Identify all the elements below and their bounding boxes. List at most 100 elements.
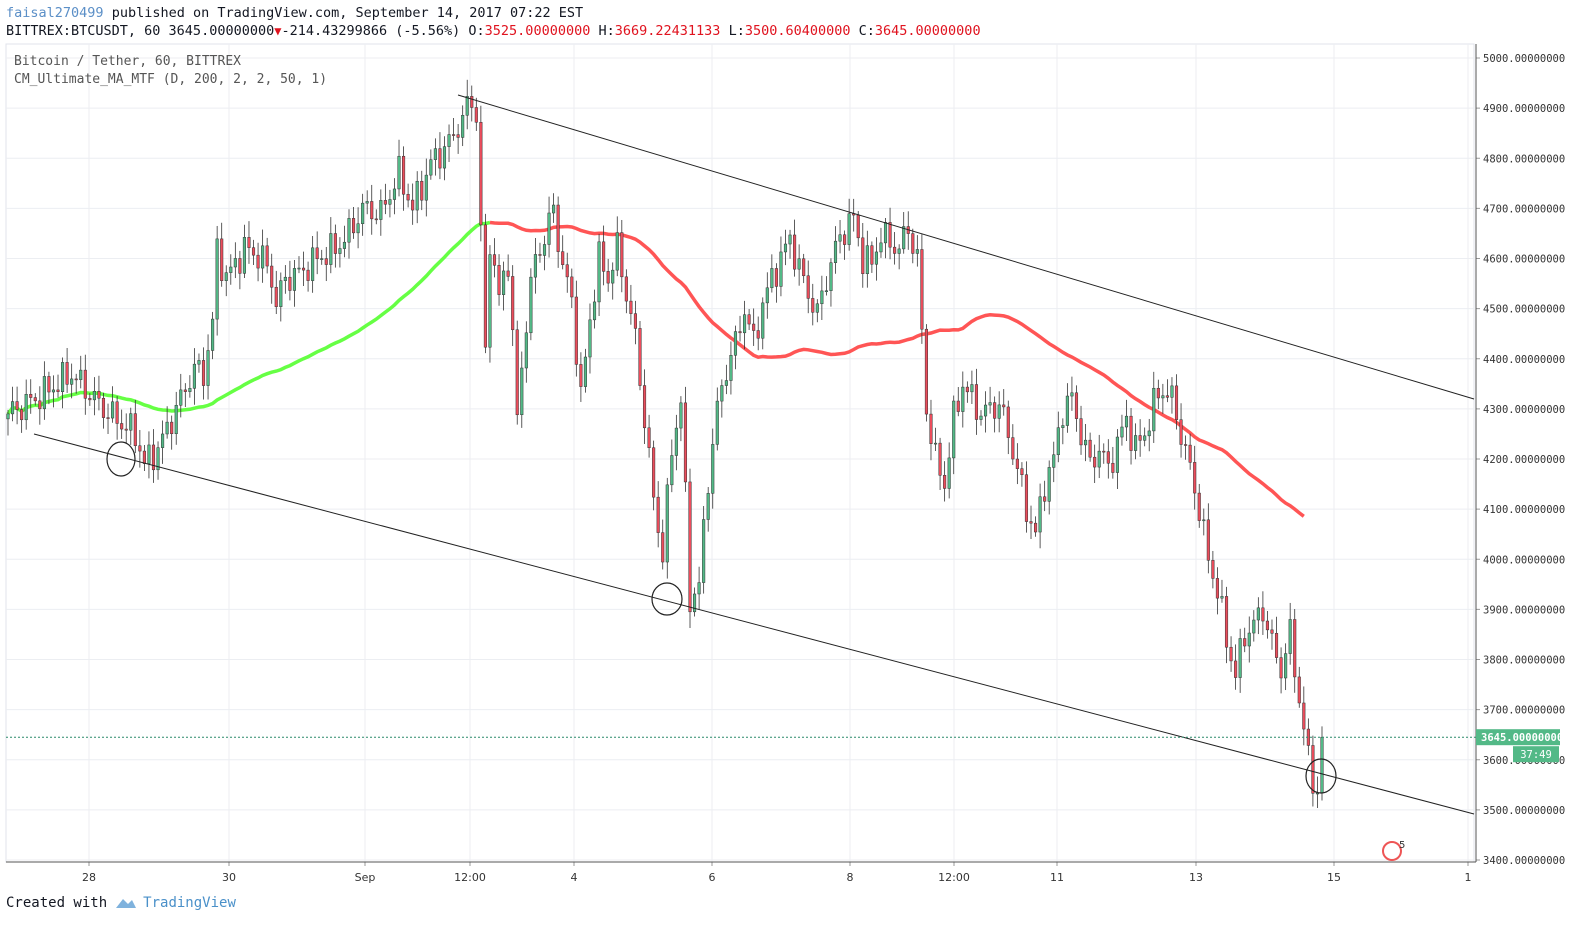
candle-body: [274, 286, 278, 307]
candle-body: [229, 266, 233, 273]
author-link[interactable]: faisal270499: [6, 5, 104, 21]
ma-line-falling: [489, 220, 1305, 518]
candle-body: [129, 413, 133, 431]
candle-body: [1120, 426, 1124, 438]
candle-body: [997, 404, 1001, 419]
legend-indicator[interactable]: CM_Ultimate_MA_MTF (D, 200, 2, 2, 50, 1): [14, 72, 328, 87]
candle-body: [429, 159, 433, 176]
candle-body: [793, 234, 797, 270]
tradingview-brand[interactable]: TradingView: [115, 893, 236, 913]
candle-body: [688, 481, 692, 613]
candle-body: [652, 447, 656, 498]
candle-body: [124, 428, 128, 431]
chart-legend: Bitcoin / Tether, 60, BITTREX CM_Ultimat…: [14, 53, 327, 89]
candle-body: [1288, 619, 1292, 654]
candle-body: [920, 249, 924, 330]
flag-circle: [1382, 841, 1402, 861]
candle-body: [97, 390, 101, 399]
time-tick-label: 1: [1465, 871, 1472, 884]
candle-body: [533, 254, 537, 278]
candle-body: [1161, 395, 1165, 399]
candle-body: [1179, 419, 1183, 445]
candle-body: [1174, 385, 1179, 420]
candle-body: [938, 442, 942, 476]
candle-body: [383, 200, 387, 205]
candle-body: [24, 394, 28, 421]
candle-body: [642, 385, 647, 429]
candle-body: [838, 234, 842, 242]
candle-body: [433, 148, 437, 160]
candle-body: [1202, 519, 1206, 522]
price-tick-label: 3700.00000000: [1483, 705, 1565, 717]
candle-body: [470, 96, 474, 108]
legend-symbol[interactable]: Bitcoin / Tether, 60, BITTREX: [14, 54, 241, 69]
candle-body: [670, 455, 674, 486]
candle-body: [1106, 451, 1110, 464]
candle-body: [311, 247, 315, 281]
candle-body: [265, 245, 269, 267]
candle-body: [374, 218, 378, 221]
candle-body: [724, 380, 728, 386]
candle-body: [1029, 521, 1033, 524]
time-tick-label: 12:00: [454, 871, 486, 884]
open-label: O:: [468, 23, 485, 39]
candle-body: [815, 303, 819, 313]
candle-body: [520, 367, 524, 416]
candle-body: [356, 223, 360, 234]
candle-body: [483, 224, 487, 348]
candle-body: [420, 180, 424, 201]
candle-body: [1056, 427, 1060, 456]
candle-body: [342, 241, 347, 249]
touch-circle: [1305, 758, 1337, 794]
candle-body: [1124, 415, 1129, 428]
candle-body: [870, 245, 874, 265]
candle-body: [488, 254, 492, 348]
candle-body: [606, 271, 610, 284]
candle-body: [406, 193, 410, 201]
candle-body: [56, 389, 60, 392]
candle-body: [738, 331, 742, 334]
candle-body: [424, 174, 428, 201]
candle-body: [665, 484, 669, 563]
candle-body: [83, 369, 87, 399]
close-label: C:: [858, 23, 875, 39]
candle-body: [47, 376, 51, 393]
candle-body: [556, 204, 560, 252]
candle-body: [1193, 462, 1197, 494]
candle-body: [156, 447, 160, 471]
candle-body: [679, 402, 683, 429]
candle-body: [329, 233, 333, 265]
plot-area: [5, 43, 1475, 863]
candle-body: [611, 269, 615, 284]
candle-body: [715, 400, 719, 445]
candle-body: [647, 427, 651, 448]
candle-body: [624, 276, 628, 302]
events-flag-icon[interactable]: 5: [1382, 840, 1405, 861]
candle-body: [761, 302, 765, 339]
price-tick-label: 4200.00000000: [1483, 454, 1565, 466]
candle-body: [806, 275, 810, 299]
low-value: 3500.60400000: [744, 23, 851, 39]
candle-body: [902, 226, 906, 250]
candle-body: [783, 243, 788, 253]
open-value: 3525.00000000: [484, 23, 591, 39]
time-tick-label: 30: [222, 871, 236, 884]
candle-body: [993, 402, 997, 419]
candle-body: [1206, 519, 1210, 561]
candle-body: [874, 251, 878, 265]
candle-body: [497, 265, 501, 295]
candle-body: [1229, 646, 1233, 662]
candle-body: [1224, 596, 1229, 648]
candle-body: [115, 401, 119, 424]
candle-body: [974, 384, 978, 420]
price-tick-label: 3400.00000000: [1483, 855, 1565, 867]
channel-upper-line: [457, 94, 1475, 400]
candle-body: [579, 364, 583, 387]
candle-body: [61, 362, 65, 392]
candle-body: [865, 245, 869, 274]
candle-body: [292, 268, 296, 291]
candle-body: [6, 413, 10, 420]
candle-body: [1097, 450, 1101, 468]
candle-body: [833, 240, 838, 263]
